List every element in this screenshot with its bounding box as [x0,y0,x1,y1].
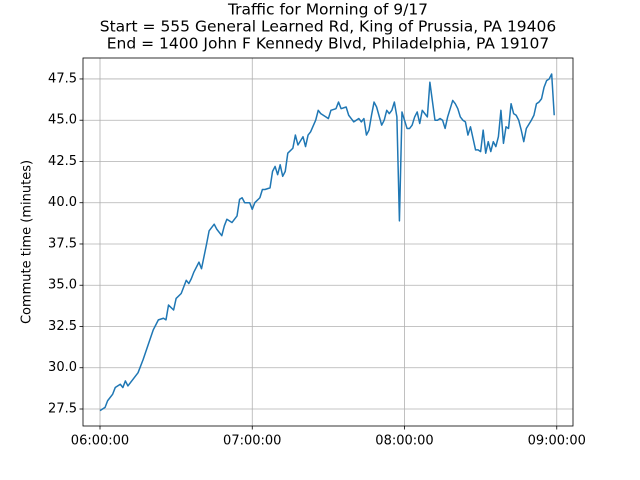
chart-subtitle: Start = 555 General Learned Rd, King of … [100,18,557,36]
x-tick-label: 09:00:00 [528,434,586,449]
y-tick-label: 45.0 [48,113,77,128]
data-line [99,73,555,412]
x-tick-label: 06:00:00 [71,434,129,449]
chart-title: Traffic for Morning of 9/17 [227,1,428,19]
y-tick-label: 37.5 [48,236,77,251]
y-tick-label: 32.5 [48,319,77,334]
x-tick-label: 07:00:00 [223,434,281,449]
y-tick-label: 35.0 [48,278,77,293]
y-tick-label: 30.0 [48,360,77,375]
x-tick-label: 08:00:00 [375,434,433,449]
y-tick-label: 40.0 [48,195,77,210]
chart-subtitle: End = 1400 John F Kennedy Blvd, Philadel… [107,35,549,53]
y-tick-label: 27.5 [48,402,77,417]
plot-frame [82,57,574,427]
y-tick-label: 47.5 [48,71,77,86]
y-axis-label: Commute time (minutes) [20,160,35,324]
y-tick-label: 42.5 [48,154,77,169]
